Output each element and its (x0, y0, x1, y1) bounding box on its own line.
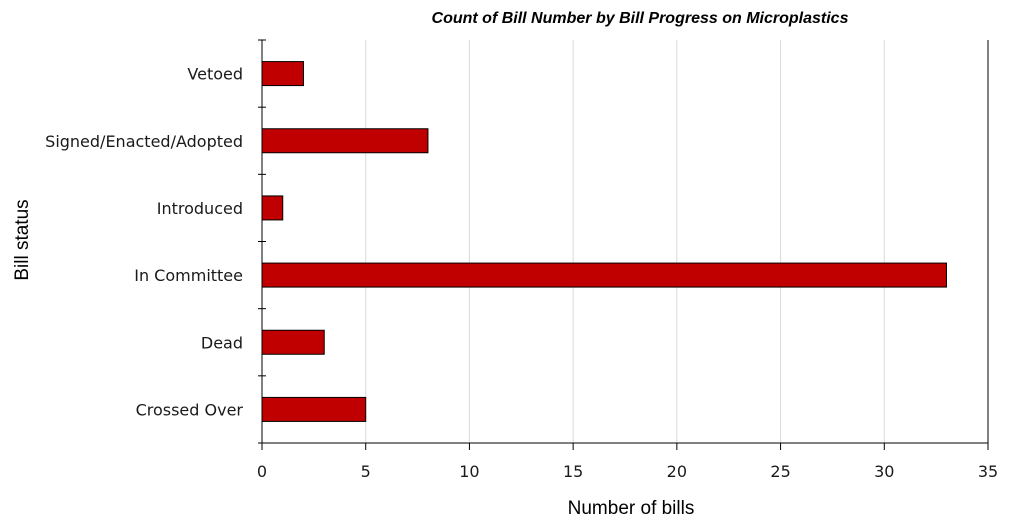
x-tick-label: 30 (874, 462, 894, 481)
y-category-label: Dead (201, 333, 243, 352)
x-axis-title: Number of bills (568, 498, 695, 519)
x-tick-label: 20 (667, 462, 687, 481)
bar (261, 396, 367, 422)
x-tick-label: 0 (257, 462, 267, 481)
y-category-label: Signed/Enacted/Adopted (45, 132, 243, 151)
x-tick-label: 10 (459, 462, 479, 481)
y-axis-title: Bill status (12, 199, 33, 280)
chart-title: Count of Bill Number by Bill Progress on… (432, 10, 849, 27)
x-tick-label: 15 (563, 462, 583, 481)
y-category-label: Crossed Over (136, 400, 244, 419)
bar (261, 61, 304, 87)
x-axis-ticks: 0 5 10 15 20 25 30 35 (257, 443, 998, 481)
x-tick-label: 5 (361, 462, 371, 481)
x-tick-label: 25 (770, 462, 790, 481)
y-category-label: Vetoed (187, 65, 243, 84)
gridlines (365, 40, 885, 443)
bar (261, 195, 284, 221)
bars (261, 61, 948, 422)
y-axis-ticks: Crossed Over Dead In Committee Introduced Si… (45, 39, 266, 444)
x-tick-label: 35 (978, 462, 998, 481)
y-category-label: Introduced (157, 199, 243, 218)
plot-frame (261, 40, 989, 444)
bar (261, 128, 429, 154)
bar (261, 329, 325, 355)
y-category-label: In Committee (134, 266, 243, 285)
bar (261, 262, 948, 288)
